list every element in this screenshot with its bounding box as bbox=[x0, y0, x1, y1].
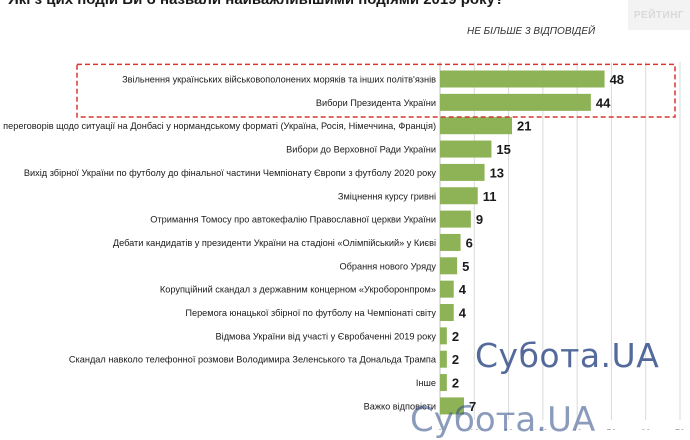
x-tick-label: 10 bbox=[469, 428, 479, 430]
bar bbox=[440, 93, 591, 111]
bar bbox=[440, 374, 447, 392]
value-label: 11 bbox=[483, 189, 497, 204]
x-tick-label: 70 bbox=[675, 428, 685, 430]
bar bbox=[440, 304, 454, 321]
value-label: 44 bbox=[596, 95, 611, 110]
value-label: 13 bbox=[490, 165, 504, 180]
category-label: Важко відповісти bbox=[364, 401, 436, 411]
category-label: Обрання нового Уряду bbox=[339, 261, 436, 271]
value-label: 2 bbox=[452, 376, 459, 391]
watermark-text: Субота.UA bbox=[475, 336, 660, 375]
value-label: 48 bbox=[610, 72, 624, 87]
category-label: Зміцнення курсу гривні bbox=[338, 191, 436, 201]
x-tick-label: 0 bbox=[437, 428, 442, 430]
bar bbox=[440, 210, 471, 228]
bar bbox=[440, 163, 485, 181]
bar bbox=[440, 350, 447, 368]
bar bbox=[440, 327, 447, 345]
bar bbox=[440, 233, 461, 251]
category-label: Інше bbox=[416, 378, 436, 388]
bar bbox=[440, 397, 464, 415]
value-label: 6 bbox=[466, 235, 473, 250]
x-tick-label: 30 bbox=[538, 428, 548, 430]
category-label: Відмова України від участі у Євробаченні… bbox=[216, 331, 437, 341]
watermark-text-bottom: Субота.UA bbox=[410, 400, 596, 440]
category-label: Отримання Томосу про автокефалію Правосл… bbox=[150, 215, 436, 225]
category-label: Відновлення переговорів щодо ситуації на… bbox=[0, 121, 436, 131]
category-label: Дебати кандидатів у президенти України н… bbox=[113, 238, 436, 248]
x-tick-label: 20 bbox=[504, 428, 514, 430]
chart-title: Які з цих подій Ви б назвали найважливіш… bbox=[0, 0, 690, 8]
category-label: Перемога юнацької збірної по футболу на … bbox=[185, 308, 436, 318]
bar bbox=[440, 187, 478, 205]
value-label: 5 bbox=[462, 259, 469, 274]
value-label: 9 bbox=[476, 212, 483, 227]
bar bbox=[440, 257, 458, 275]
bar-chart: 0 10 20 30 40 50 60 70 Звільнення українських ві… bbox=[0, 62, 685, 430]
category-label: Вихід збірної України по футболу до фіна… bbox=[24, 168, 437, 178]
highlight-box bbox=[76, 63, 676, 118]
bar bbox=[440, 70, 605, 88]
value-label: 2 bbox=[452, 329, 459, 344]
value-label: 15 bbox=[496, 142, 510, 157]
value-label: 21 bbox=[517, 119, 531, 134]
value-label: 4 bbox=[459, 306, 467, 321]
value-label: 4 bbox=[459, 282, 467, 297]
bar bbox=[440, 280, 454, 298]
value-label: 2 bbox=[452, 352, 459, 367]
category-label: Вибори до Верховної Ради України bbox=[286, 145, 436, 155]
category-label: Вибори Президента України bbox=[316, 98, 436, 108]
rating-logo: РЕЙТИНГ bbox=[628, 0, 690, 30]
category-label: Корупційний скандал з державним концерно… bbox=[160, 285, 436, 295]
category-label: Звільнення українських військовополонени… bbox=[122, 75, 436, 85]
category-label: Скандал навколо телефонної розмови Волод… bbox=[69, 355, 437, 365]
x-tick-label: 60 bbox=[641, 428, 651, 430]
x-tick-label: 50 bbox=[606, 428, 616, 430]
bar bbox=[440, 140, 492, 158]
chart-subtitle: НЕ БІЛЬШЕ 3 ВІДПОВІДЕЙ bbox=[467, 26, 596, 37]
value-label: 7 bbox=[469, 399, 476, 414]
x-tick-label: 40 bbox=[572, 428, 582, 430]
bar bbox=[440, 117, 512, 135]
